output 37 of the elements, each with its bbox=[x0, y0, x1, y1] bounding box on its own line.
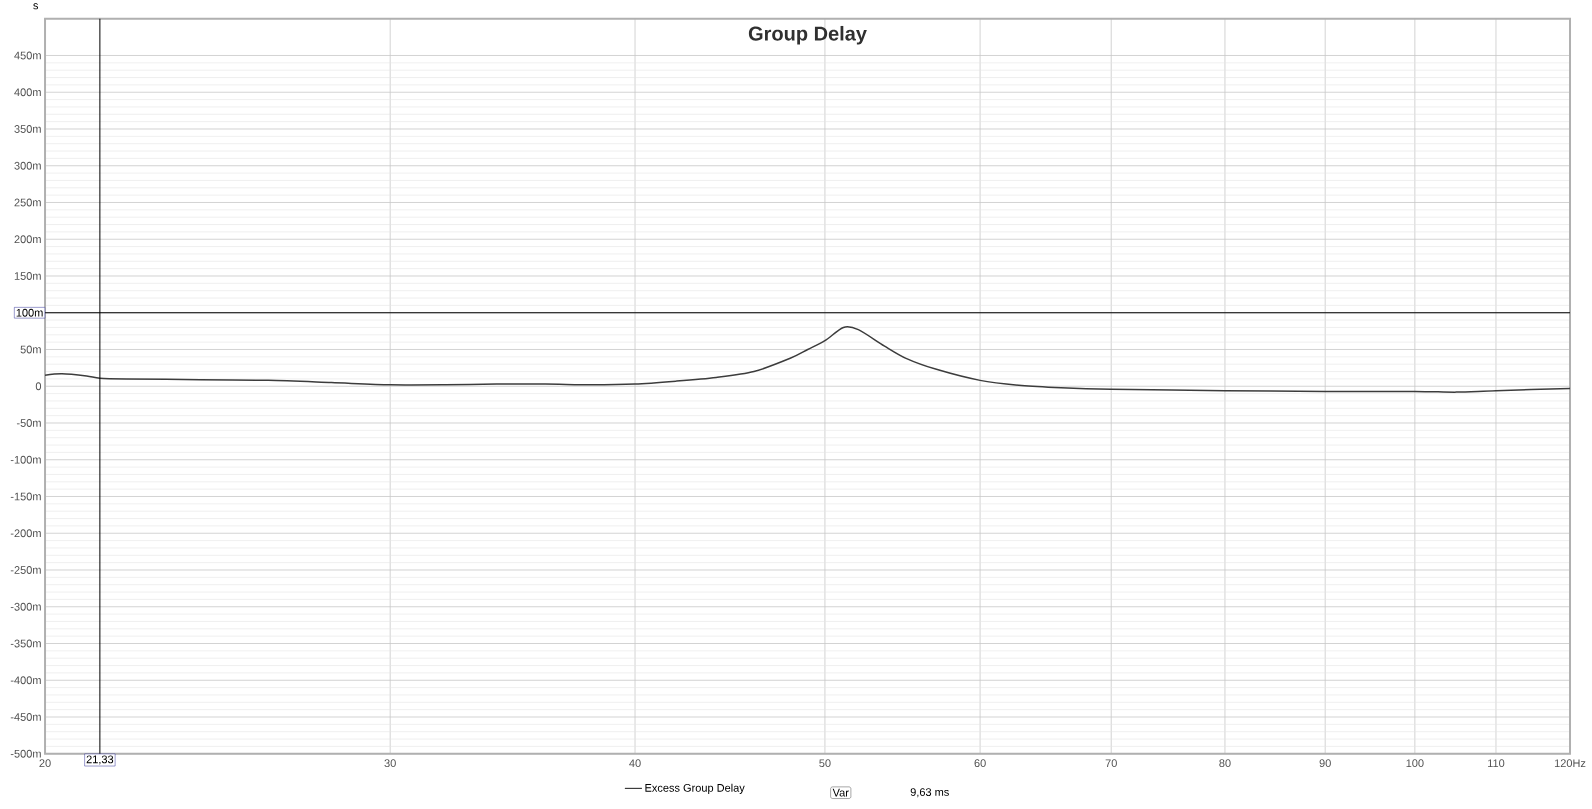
x-tick-label: 100 bbox=[1406, 759, 1424, 768]
x-tick-label: 70 bbox=[1105, 759, 1117, 768]
ref-line-label: 100m bbox=[16, 308, 43, 317]
y-tick-label: -150m bbox=[10, 492, 41, 501]
y-tick-label: 150m bbox=[14, 272, 41, 281]
y-tick-label: -300m bbox=[10, 602, 41, 611]
x-tick-label: 90 bbox=[1319, 759, 1331, 768]
x-tick-label: 30 bbox=[384, 759, 396, 768]
x-tick-label: 60 bbox=[974, 759, 986, 768]
y-tick-label: -350m bbox=[10, 639, 41, 648]
x-tick-label: 50 bbox=[819, 759, 831, 768]
y-tick-label: 300m bbox=[14, 161, 41, 170]
x-tick-label: 110 bbox=[1488, 759, 1505, 768]
y-tick-label: -500m bbox=[10, 749, 41, 758]
y-tick-label: 250m bbox=[14, 198, 41, 207]
y-tick-label: -200m bbox=[10, 529, 41, 538]
legend-label: Excess Group Delay bbox=[645, 783, 745, 795]
y-tick-label: -100m bbox=[10, 455, 41, 464]
y-tick-label: 50m bbox=[20, 345, 41, 354]
y-tick-label: -450m bbox=[10, 713, 41, 722]
y-tick-label: 350m bbox=[14, 125, 41, 134]
x-tick-label: 80 bbox=[1219, 759, 1231, 768]
y-tick-label: 450m bbox=[14, 51, 41, 60]
y-tick-label: -400m bbox=[10, 676, 41, 685]
ref-line-label: 21,33 bbox=[86, 755, 114, 765]
y-tick-label: -250m bbox=[10, 566, 41, 575]
text: Var bbox=[832, 789, 849, 797]
y-tick-label: 0 bbox=[35, 382, 42, 391]
text: 9,63 ms bbox=[910, 788, 949, 798]
x-tick-label: 20 bbox=[39, 759, 51, 768]
y-axis-title: s bbox=[33, 3, 39, 10]
y-tick-label: 400m bbox=[14, 88, 41, 97]
x-tick-label: 40 bbox=[629, 759, 641, 768]
chart-title: Group Delay bbox=[748, 26, 867, 45]
y-tick-label: -50m bbox=[16, 419, 41, 428]
y-tick-label: 200m bbox=[14, 235, 41, 244]
x-tick-label: 120Hz bbox=[1554, 759, 1586, 768]
